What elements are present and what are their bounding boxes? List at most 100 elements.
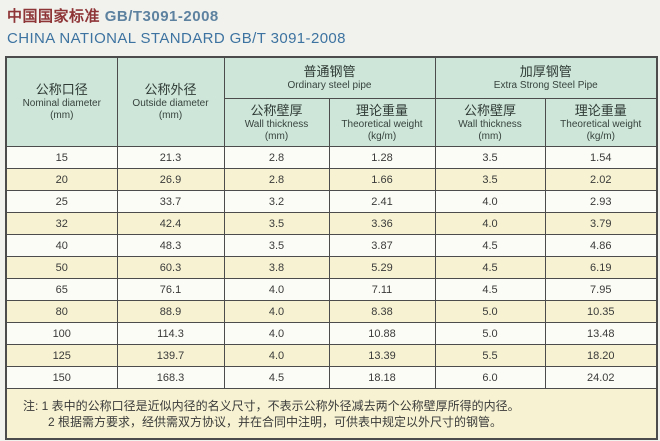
table-cell: 1.28 — [328, 146, 436, 169]
table-cell: 4.0 — [223, 322, 330, 345]
table-cell: 4.0 — [223, 344, 330, 367]
col-header-ordinary-wall-thickness: 公称壁厚 Wall thickness (mm) — [223, 98, 330, 147]
table-cell: 26.9 — [116, 168, 225, 191]
header-zh: 理论重量 — [355, 102, 408, 118]
header-en: Nominal diameter — [22, 98, 101, 109]
table-row: 15 21.3 2.8 1.28 3.5 1.54 — [5, 146, 658, 169]
table-cell: 10.35 — [544, 300, 658, 323]
group-header-ordinary: 普通钢管 Ordinary steel pipe — [223, 56, 436, 99]
table-cell: 65 — [5, 278, 118, 301]
header-zh: 公称口径 — [35, 82, 88, 97]
table-row: 150 168.3 4.5 18.18 6.0 24.02 — [5, 366, 658, 389]
table-cell: 33.7 — [116, 190, 225, 213]
table-cell: 5.0 — [434, 322, 546, 345]
header-en: Ordinary steel pipe — [287, 80, 372, 91]
table-cell: 3.8 — [223, 256, 330, 279]
table-cell: 3.2 — [223, 190, 330, 213]
spec-table: 公称口径 Nominal diameter (mm) 公称外径 Outside … — [5, 56, 659, 440]
table-cell: 139.7 — [116, 344, 225, 367]
table-cell: 88.9 — [116, 300, 225, 323]
table-cell: 6.0 — [434, 366, 546, 389]
header-zh: 公称外径 — [144, 82, 197, 97]
table-cell: 1.54 — [544, 146, 658, 169]
table-cell: 4.0 — [223, 278, 330, 301]
table-row: 125 139.7 4.0 13.39 5.5 18.20 — [5, 344, 658, 367]
table-row: 25 33.7 3.2 2.41 4.0 2.93 — [5, 190, 658, 213]
table-cell: 40 — [5, 234, 118, 257]
col-header-outside-diameter: 公称外径 Outside diameter (mm) — [116, 56, 225, 147]
standard-code: GB/T3091-2008 — [104, 8, 219, 25]
header-zh: 普通钢管 — [303, 64, 356, 79]
header-en: Wall thickness — [244, 118, 309, 130]
header-unit: (mm) — [50, 110, 74, 121]
header-en: Theoretical weight — [341, 118, 423, 130]
table-cell: 1.66 — [328, 168, 436, 191]
table-cell: 4.0 — [223, 300, 330, 323]
table-cell: 4.0 — [434, 212, 546, 235]
table-cell: 3.5 — [223, 212, 330, 235]
notes: 注: 1 表中的公称口径是近似内径的名义尺寸，不表示公称外径减去两个公称壁厚所得… — [5, 388, 658, 440]
table-cell: 4.5 — [434, 234, 546, 257]
table-cell: 20 — [5, 168, 118, 191]
page-title: 中国国家标准 GB/T3091-2008 — [7, 6, 656, 27]
note-line-2: 2 根据需方要求，经供需双方协议，并在合同中注明，可供表中规定以外尺寸的钢管。 — [48, 414, 503, 429]
table-cell: 2.8 — [223, 168, 330, 191]
table-cell: 125 — [5, 344, 118, 367]
table-row: 100 114.3 4.0 10.88 5.0 13.48 — [5, 322, 658, 345]
table-cell: 150 — [5, 366, 118, 389]
table-cell: 3.5 — [223, 234, 330, 257]
table-cell: 32 — [5, 212, 118, 235]
header-en: Outside diameter — [132, 98, 209, 109]
table-cell: 15 — [5, 146, 118, 169]
notes-row: 注: 1 表中的公称口径是近似内径的名义尺寸，不表示公称外径减去两个公称壁厚所得… — [5, 388, 658, 440]
table-cell: 8.38 — [328, 300, 436, 323]
page-title-zh: 中国国家标准 — [7, 8, 101, 25]
col-header-extra-theoretical-weight: 理论重量 Theoretical weight (kg/m) — [544, 98, 658, 147]
table-cell: 10.88 — [328, 322, 436, 345]
note-line-1: 注: 1 表中的公称口径是近似内径的名义尺寸，不表示公称外径减去两个公称壁厚所得… — [23, 398, 520, 413]
page-subtitle: CHINA NATIONAL STANDARD GB/T 3091-2008 — [7, 30, 346, 47]
table-cell: 4.5 — [434, 256, 546, 279]
table-cell: 7.95 — [544, 278, 658, 301]
table-cell: 4.0 — [434, 190, 546, 213]
col-header-extra-wall-thickness: 公称壁厚 Wall thickness (mm) — [434, 98, 546, 147]
table-cell: 4.5 — [223, 366, 330, 389]
table-row: 65 76.1 4.0 7.11 4.5 7.95 — [5, 278, 658, 301]
header-en: Wall thickness — [458, 118, 522, 130]
header-zh: 理论重量 — [574, 102, 627, 118]
table-cell: 13.48 — [544, 322, 658, 345]
table-cell: 2.02 — [544, 168, 658, 191]
table-cell: 60.3 — [116, 256, 225, 279]
table-cell: 2.41 — [328, 190, 436, 213]
table-row: 32 42.4 3.5 3.36 4.0 3.79 — [5, 212, 658, 235]
header-zh: 公称壁厚 — [463, 102, 516, 118]
table-cell: 48.3 — [116, 234, 225, 257]
table-cell: 2.93 — [544, 190, 658, 213]
table-body: 15 21.3 2.8 1.28 3.5 1.54 20 26.9 2.8 1.66 3.5 2.0… — [5, 146, 658, 389]
table-cell: 5.5 — [434, 344, 546, 367]
table-cell: 5.29 — [328, 256, 436, 279]
table-cell: 50 — [5, 256, 118, 279]
table-cell: 114.3 — [116, 322, 225, 345]
table-cell: 21.3 — [116, 146, 225, 169]
header-unit: (kg/m) — [586, 130, 615, 142]
table-cell: 18.18 — [328, 366, 436, 389]
table-cell: 25 — [5, 190, 118, 213]
table-cell: 76.1 — [116, 278, 225, 301]
table-cell: 18.20 — [544, 344, 658, 367]
table-cell: 3.5 — [434, 146, 546, 169]
table-cell: 2.8 — [223, 146, 330, 169]
col-header-ordinary-theoretical-weight: 理论重量 Theoretical weight (kg/m) — [328, 98, 436, 147]
table-cell: 42.4 — [116, 212, 225, 235]
header-en: Extra Strong Steel Pipe — [493, 80, 598, 91]
table-row: 40 48.3 3.5 3.87 4.5 4.86 — [5, 234, 658, 257]
col-header-nominal-diameter: 公称口径 Nominal diameter (mm) — [5, 56, 118, 147]
table-cell: 13.39 — [328, 344, 436, 367]
header-zh: 加厚钢管 — [519, 64, 572, 79]
header-unit: (kg/m) — [367, 130, 397, 142]
header-unit: (mm) — [264, 130, 289, 142]
header-zh: 公称壁厚 — [250, 102, 303, 118]
table-cell: 3.36 — [328, 212, 436, 235]
table-row: 50 60.3 3.8 5.29 4.5 6.19 — [5, 256, 658, 279]
